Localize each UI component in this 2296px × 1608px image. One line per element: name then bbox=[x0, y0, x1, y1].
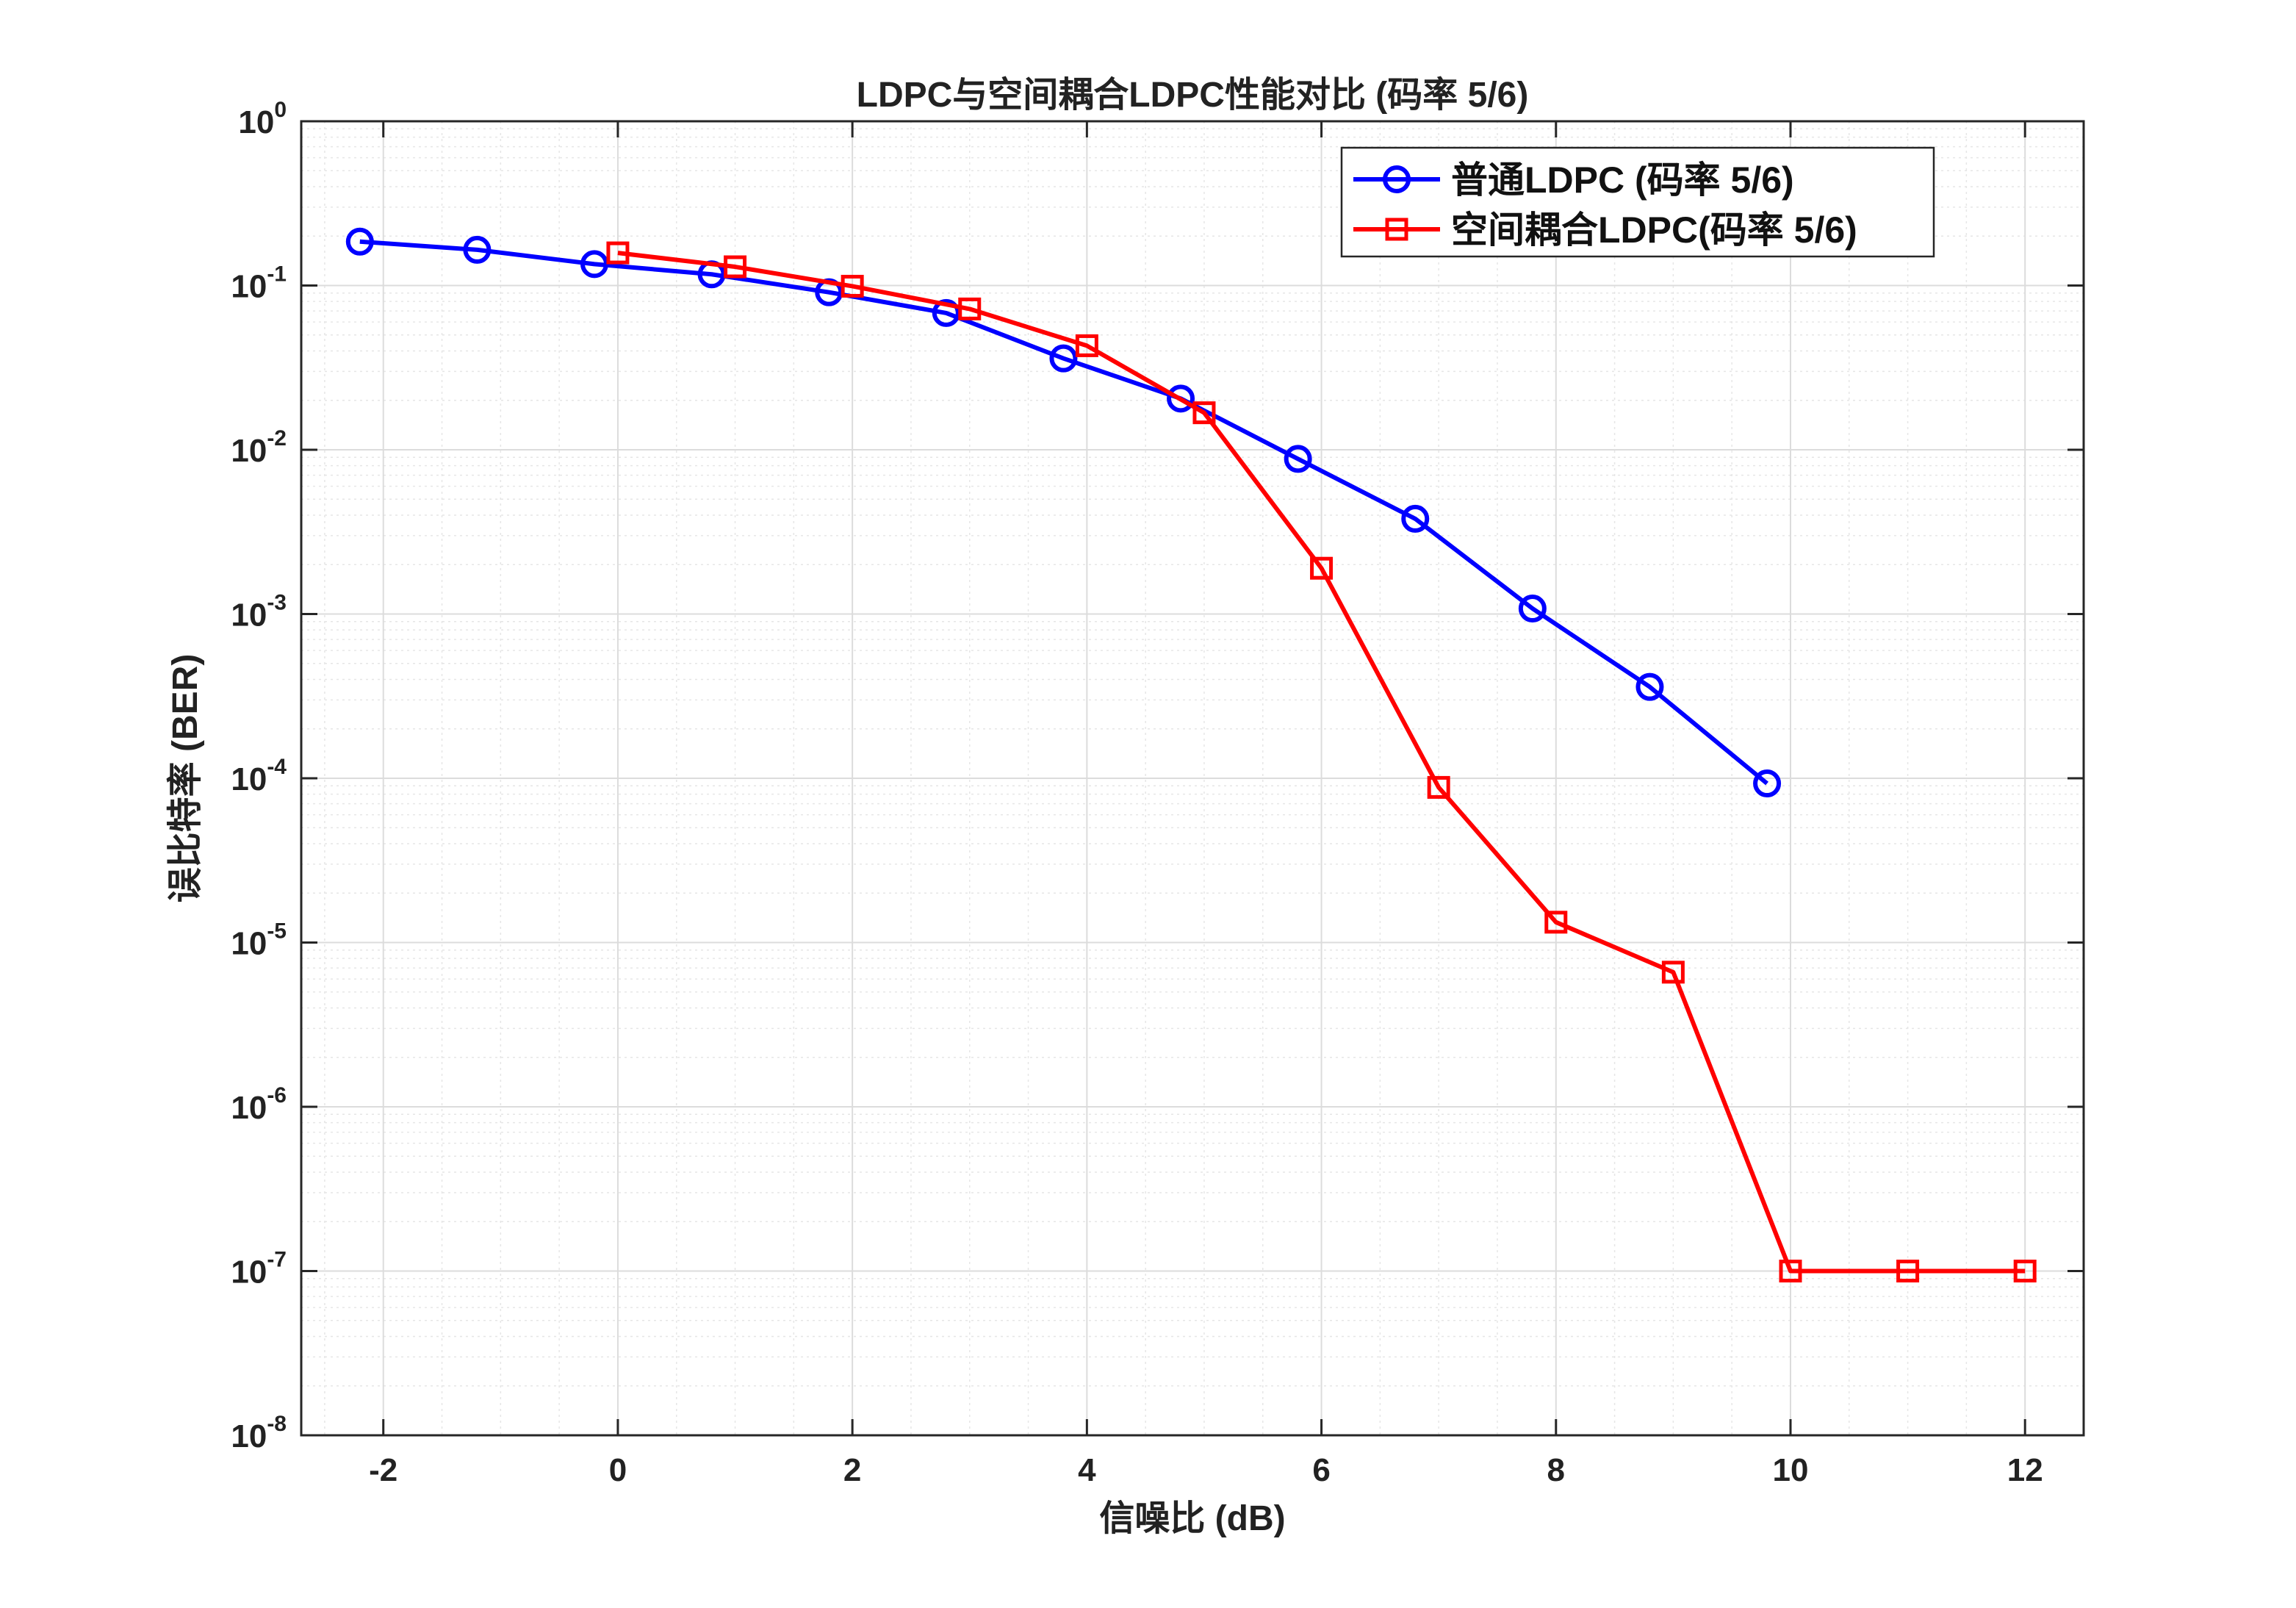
x-tick-label: 6 bbox=[1312, 1452, 1330, 1488]
data-point bbox=[1401, 504, 1430, 533]
legend-marker-series-1 bbox=[1383, 165, 1411, 193]
data-point bbox=[1544, 911, 1568, 934]
data-point bbox=[1192, 401, 1216, 425]
x-tick-label: 12 bbox=[2007, 1452, 2043, 1488]
legend: 普通LDPC (码率 5/6) 空间耦合LDPC(码率 5/6) bbox=[1340, 146, 1935, 258]
series-2 bbox=[606, 241, 2037, 1282]
data-point bbox=[958, 297, 982, 320]
data-point bbox=[1896, 1260, 1920, 1282]
data-point bbox=[2013, 1260, 2037, 1282]
data-point bbox=[580, 250, 609, 279]
x-tick-label: 8 bbox=[1547, 1452, 1565, 1488]
data-point bbox=[1661, 961, 1685, 984]
data-point bbox=[1075, 334, 1098, 357]
data-point bbox=[1167, 384, 1195, 413]
ticks: -2 0 2 4 6 8 10 12 100 10-1 10-2 10-3 10-4 10-5 10-6 10… bbox=[231, 98, 2084, 1488]
x-tick-label: 4 bbox=[1078, 1452, 1096, 1488]
y-tick-label: 10-7 bbox=[231, 1248, 287, 1291]
x-tick-label: 0 bbox=[609, 1452, 627, 1488]
legend-label-series-2: 空间耦合LDPC(码率 5/6) bbox=[1451, 209, 1857, 251]
x-tick-label: 2 bbox=[843, 1452, 861, 1488]
y-tick-label: 10-5 bbox=[231, 919, 287, 962]
data-point bbox=[1284, 445, 1312, 473]
series-line-1 bbox=[359, 239, 1768, 786]
data-point bbox=[345, 227, 374, 256]
data-point bbox=[1310, 556, 1334, 580]
y-tick-label: 10-2 bbox=[231, 426, 287, 469]
series-1 bbox=[345, 227, 1782, 798]
y-tick-label: 100 bbox=[238, 98, 287, 140]
data-point bbox=[932, 298, 960, 327]
x-tick-label: -2 bbox=[369, 1452, 397, 1488]
data-point bbox=[1635, 672, 1664, 701]
data-point bbox=[1779, 1260, 1802, 1282]
data-point bbox=[1427, 775, 1450, 799]
data-point bbox=[1518, 595, 1547, 623]
legend-label-series-1: 普通LDPC (码率 5/6) bbox=[1451, 159, 1794, 201]
data-point bbox=[841, 274, 864, 298]
chart-title: LDPC与空间耦合LDPC性能对比 (码率 5/6) bbox=[857, 76, 1529, 115]
data-point bbox=[1049, 344, 1078, 373]
data-point bbox=[463, 235, 492, 264]
y-tick-label: 10-1 bbox=[231, 262, 287, 305]
data-point bbox=[1753, 769, 1782, 798]
data-point bbox=[724, 255, 747, 279]
series-line-2 bbox=[617, 251, 2026, 1274]
series-layer bbox=[345, 227, 2037, 1282]
legend-marker-series-2 bbox=[1385, 218, 1408, 241]
legend-box bbox=[1340, 146, 1935, 258]
y-tick-label: 10-6 bbox=[231, 1083, 287, 1126]
y-tick-label: 10-3 bbox=[231, 591, 287, 633]
y-axis-label: 误比特率 (BER) bbox=[166, 654, 205, 903]
x-axis-label: 信噪比 (dB) bbox=[1099, 1499, 1285, 1538]
x-tick-label: 10 bbox=[1773, 1452, 1809, 1488]
y-tick-label: 10-4 bbox=[231, 755, 287, 797]
data-point bbox=[606, 241, 630, 265]
y-tick-label: 10-8 bbox=[231, 1412, 287, 1454]
